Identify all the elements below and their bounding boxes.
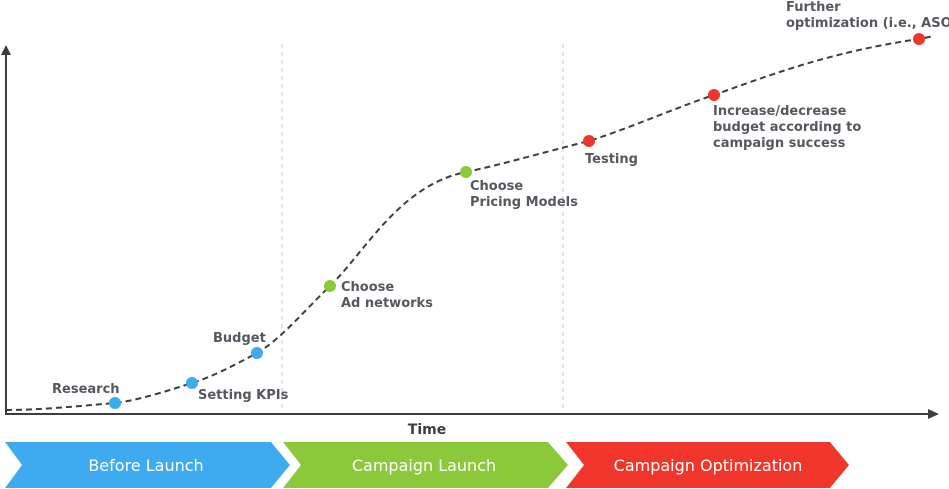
milestone-label-line: campaign success: [713, 136, 846, 151]
milestone-label-line: Choose: [470, 179, 523, 194]
milestone-choose-ad-networks: Choose Ad networks: [324, 280, 433, 311]
x-axis-title: Time: [408, 422, 446, 438]
milestone-increase-decrease-budget: Increase/decrease budget according to camp…: [708, 89, 861, 151]
phase-banner-label: Campaign Launch: [352, 456, 496, 475]
milestone-label: Testing: [585, 152, 638, 167]
milestone-dot: [109, 397, 121, 409]
x-axis-arrow-icon: [928, 409, 939, 419]
milestone-label-line: Budget: [213, 331, 266, 346]
milestone-label: Increase/decrease budget according to camp…: [713, 104, 861, 151]
milestone-dot: [708, 89, 720, 101]
milestone-label-line: Choose: [341, 280, 394, 295]
milestone-testing: Testing: [583, 135, 638, 167]
phase-banner-campaign-optimization: Campaign Optimization: [566, 442, 849, 488]
milestone-dot: [324, 280, 336, 292]
x-axis: [5, 409, 939, 419]
phase-banner-label: Campaign Optimization: [614, 456, 803, 475]
phase-banner-label: Before Launch: [88, 456, 203, 475]
milestone-label-line: Pricing Models: [470, 195, 578, 210]
milestone-label-line: Research: [52, 382, 120, 397]
milestone-label-line: Increase/decrease: [713, 104, 847, 119]
milestone-label-line: optimization (i.e., ASO): [786, 16, 949, 31]
y-axis: [1, 45, 11, 415]
milestone-choose-pricing-models: Choose Pricing Models: [460, 166, 578, 210]
milestone-dot: [251, 347, 263, 359]
milestone-label-line: Setting KPIs: [198, 388, 289, 403]
milestone-label: Budget: [213, 331, 266, 346]
milestone-label: Further optimization (i.e., ASO): [786, 0, 949, 31]
phase-banner-before-launch: Before Launch: [5, 442, 290, 488]
milestone-dot: [460, 166, 472, 178]
milestone-dot: [913, 33, 925, 45]
milestone-further-optimization: Further optimization (i.e., ASO): [786, 0, 949, 45]
milestone-dot: [583, 135, 595, 147]
milestone-dot: [186, 377, 198, 389]
milestone-label: Setting KPIs: [198, 388, 289, 403]
milestone-label: Choose Ad networks: [341, 280, 433, 311]
phase-banner-arrow: [566, 442, 849, 488]
milestone-label-line: Ad networks: [341, 296, 433, 311]
growth-curve: [5, 35, 935, 411]
milestone-budget: Budget: [213, 331, 266, 359]
phase-banner-arrow: [5, 442, 290, 488]
milestone-label-line: Further: [786, 0, 841, 15]
milestone-research: Research: [52, 382, 121, 409]
milestone-label-line: Testing: [585, 152, 638, 167]
milestone-label: Choose Pricing Models: [470, 179, 578, 210]
phase-banner-arrow: [283, 442, 568, 488]
phase-banner-campaign-launch: Campaign Launch: [283, 442, 568, 488]
milestone-setting-kpis: Setting KPIs: [186, 377, 289, 403]
milestone-label-line: budget according to: [713, 120, 861, 135]
y-axis-arrow-icon: [1, 45, 11, 55]
milestone-label: Research: [52, 382, 120, 397]
